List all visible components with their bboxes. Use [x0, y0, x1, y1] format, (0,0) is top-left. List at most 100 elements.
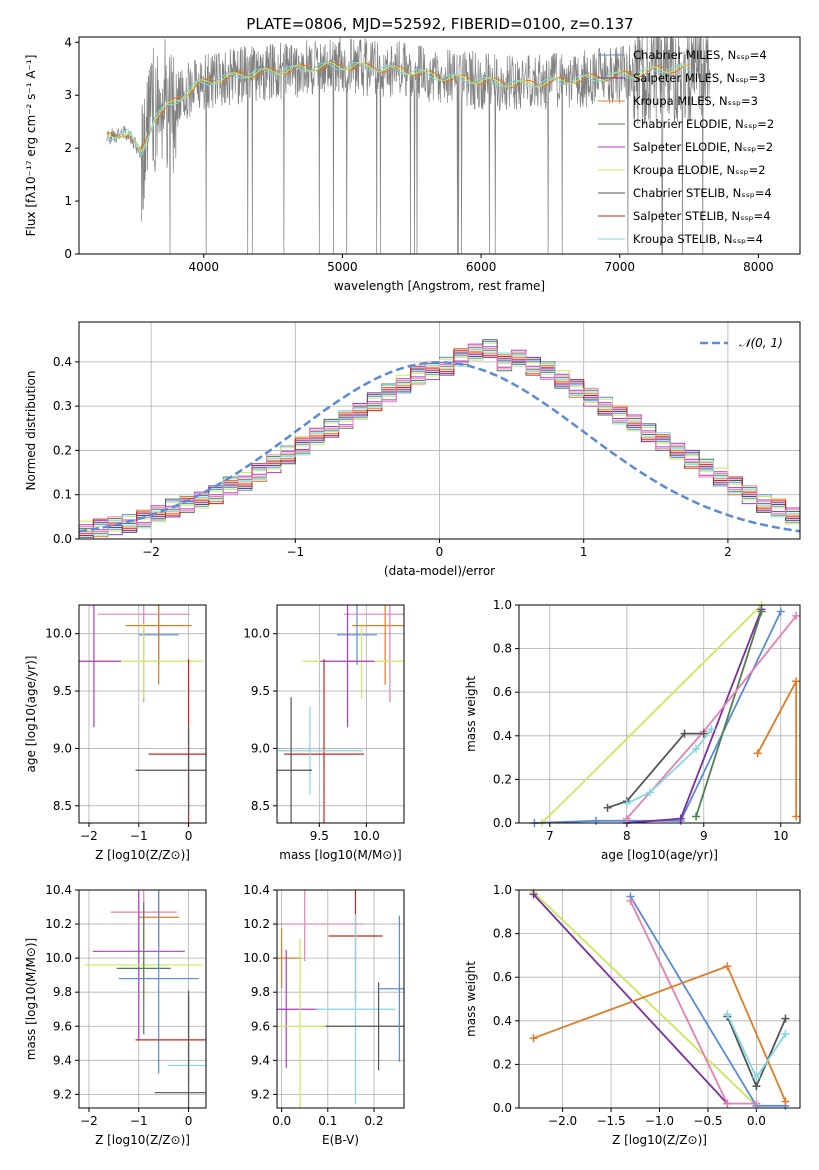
axes-frame	[276, 604, 405, 824]
y-tick-label: 0.4	[493, 1014, 512, 1028]
x-tick-label: −2	[80, 1114, 98, 1128]
normal-curve	[78, 361, 801, 533]
mass-weight-marker	[699, 729, 708, 738]
mass-weight-marker	[645, 788, 654, 797]
axes-frame	[518, 889, 801, 1109]
x-axis-label: age [log10(age/yr)]	[601, 848, 718, 862]
y-tick-label: 9.2	[251, 1087, 270, 1101]
y-tick-label: 0.0	[53, 532, 72, 546]
y-tick-label: 9.8	[251, 985, 270, 999]
mass-weight-marker	[622, 814, 631, 823]
x-tick-label: 0	[185, 1114, 193, 1128]
model-spectrum-line	[106, 61, 690, 151]
x-tick-label: 6000	[466, 260, 497, 274]
mass-weight-marker	[723, 962, 732, 971]
x-tick-label: 8000	[743, 260, 774, 274]
x-axis-label: E(B-V)	[322, 1133, 359, 1147]
legend-label: Salpeter MILES, Nₛₛₚ=3	[633, 71, 766, 85]
mass-weight-marker	[752, 1073, 761, 1082]
legend-label: Kroupa MILES, Nₛₛₚ=3	[633, 94, 758, 108]
mass-weight-marker	[792, 611, 801, 620]
mass-weight-marker	[676, 814, 685, 823]
y-axis-label: mass [log10(M/M⊙)]	[24, 938, 38, 1060]
y-tick-label: 1.0	[493, 598, 512, 612]
x-tick-label: −1	[130, 1114, 148, 1128]
x-tick-label: 9.5	[310, 829, 329, 843]
x-axis-label: Z [log10(Z/Z⊙)]	[95, 848, 190, 862]
x-tick-label: 9	[700, 829, 708, 843]
mass-weight-line	[695, 611, 763, 817]
x-tick-label: 0	[436, 545, 444, 559]
y-tick-label: 9.6	[251, 1019, 270, 1033]
x-tick-label: 2	[724, 545, 732, 559]
x-tick-label: −2.0	[548, 1114, 577, 1128]
y-tick-label: 9.8	[53, 985, 72, 999]
y-tick-label: 0.2	[493, 1057, 512, 1071]
legend-label: 𝒩(0, 1)	[739, 336, 783, 350]
mass-weight-marker	[781, 1029, 790, 1038]
legend-label: Salpeter ELODIE, Nₛₛₚ=2	[633, 140, 773, 154]
y-axis-label: mass weight	[464, 961, 478, 1037]
y-tick-label: 10.0	[45, 951, 72, 965]
mass-weight-line	[534, 611, 782, 824]
plot-area	[277, 890, 404, 1108]
mass-weight-marker	[707, 725, 716, 734]
mass-weight-line	[626, 615, 797, 820]
x-tick-label: 4000	[189, 260, 220, 274]
mass-weight-marker	[792, 677, 801, 686]
y-tick-label: 9.4	[53, 1053, 72, 1067]
observed-spectrum-line	[106, 36, 711, 255]
legend-label: Salpeter STELIB, Nₛₛₚ=4	[633, 209, 771, 223]
y-tick-label: 10.2	[243, 917, 270, 931]
x-tick-label: 0.0	[272, 1114, 291, 1128]
mass-weight-marker	[692, 812, 701, 821]
y-tick-label: 0.0	[493, 816, 512, 830]
chart-6: −2 −1 0 9.2 9.4 9.6 9.8 10.0 10.2 10.4 Z [log10(Z/…	[24, 883, 207, 1147]
x-tick-label: 1	[580, 545, 588, 559]
x-axis-label: (data-model)/error	[384, 564, 495, 578]
y-tick-label: 9.6	[53, 1019, 72, 1033]
histogram-step	[79, 345, 800, 532]
mass-weight-marker	[776, 607, 785, 616]
histogram-step	[79, 339, 800, 538]
legend-label: Chabrier MILES, Nₛₛₚ=4	[633, 48, 767, 62]
plot-area	[78, 339, 801, 540]
y-tick-label: 9.5	[251, 684, 270, 698]
y-axis-label: Flux [fλ10⁻¹⁷ erg cm⁻² s⁻¹ A⁻¹]	[24, 55, 38, 237]
axes-frame	[78, 321, 801, 540]
y-tick-label: 10.2	[45, 917, 72, 931]
y-tick-label: 0.6	[493, 970, 512, 984]
y-tick-label: 9.2	[53, 1087, 72, 1101]
chart-3: −2 −1 0 8.5 9.0 9.5 10.0 Z [log10(Z/Z⊙)] age [lo…	[24, 604, 207, 862]
mass-weight-line	[756, 680, 798, 817]
y-tick-label: 0.6	[493, 685, 512, 699]
y-tick-label: 0.1	[53, 488, 72, 502]
mass-weight-line	[626, 728, 713, 805]
x-tick-label: 0.1	[318, 1114, 337, 1128]
y-tick-label: 1.0	[493, 883, 512, 897]
x-tick-label: −1	[130, 829, 148, 843]
axes-frame	[276, 889, 405, 1109]
plot-area	[79, 605, 206, 823]
y-tick-label: 10.0	[243, 627, 270, 641]
y-tick-label: 0.3	[53, 399, 72, 413]
y-tick-label: 4	[64, 35, 72, 49]
mass-weight-marker	[680, 729, 689, 738]
histogram-step	[79, 349, 800, 536]
mass-weight-marker	[692, 744, 701, 753]
y-tick-label: 2	[64, 141, 72, 155]
axes-frame	[78, 604, 207, 824]
x-tick-label: −2	[80, 829, 98, 843]
y-tick-label: 8.5	[251, 799, 270, 813]
chart-8: −2.0 −1.5 −1.0 −0.5 0.0 0.0 0.2 0.4 0.6 0.8 1.0 Z […	[464, 883, 801, 1147]
y-axis-label: mass weight	[464, 676, 478, 752]
y-tick-label: 9.4	[251, 1053, 270, 1067]
x-tick-label: 10	[773, 829, 788, 843]
mass-weight-marker	[792, 812, 801, 821]
plot-area	[106, 36, 711, 255]
mass-weight-marker	[622, 799, 631, 808]
x-tick-label: 10.0	[353, 829, 380, 843]
y-tick-label: 0.4	[493, 729, 512, 743]
mass-weight-line	[532, 891, 758, 1107]
mass-weight-marker	[752, 1099, 761, 1108]
